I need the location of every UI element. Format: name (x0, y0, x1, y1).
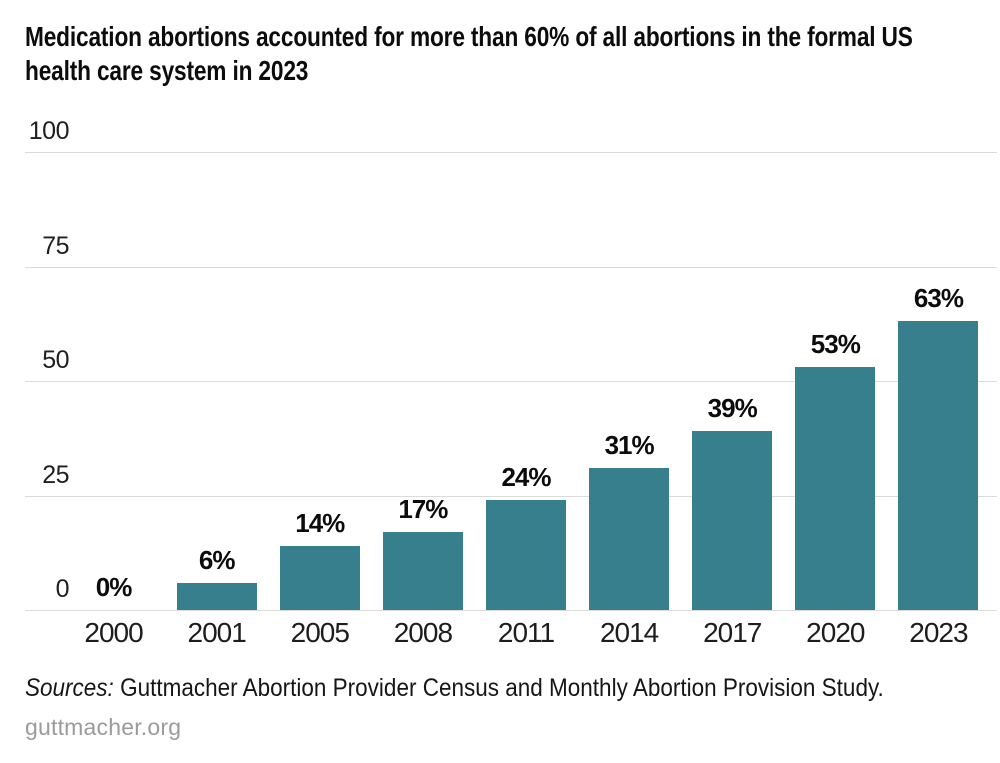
bar-value-label: 53% (810, 329, 861, 360)
y-axis-tick-0: 0 (55, 575, 70, 603)
gridline-25: 25 (25, 461, 997, 497)
sources-label: Sources: (25, 674, 114, 702)
bar-value-label: 24% (501, 462, 551, 493)
bar-column-2017: 39% (681, 152, 784, 610)
bar-2023 (898, 321, 979, 610)
bar-column-2020: 53% (784, 152, 887, 610)
y-axis-tick-25: 25 (42, 460, 69, 489)
bar-column-2014: 31% (578, 152, 681, 610)
bar-2008 (382, 532, 463, 610)
bar-column-2001: 6% (165, 152, 268, 610)
x-axis-label-2020: 2020 (806, 617, 865, 648)
x-axis-label-2011: 2011 (497, 617, 555, 648)
x-axis-label-2014: 2014 (599, 617, 659, 648)
bar-column-2000: 0% (62, 152, 165, 610)
x-axis: 2000 2001 2005 2008 2011 2014 2017 2020 … (62, 617, 990, 649)
bar-column-2008: 17% (371, 152, 474, 610)
bar-2014 (589, 468, 670, 610)
x-axis-label-2017: 2017 (703, 617, 762, 648)
bars-container: 0% 6% 14% 17% 24% 31% (62, 152, 990, 610)
bar-2005 (279, 545, 360, 610)
bar-value-label: 14% (295, 507, 345, 538)
x-axis-label-2023: 2023 (909, 617, 968, 648)
y-axis-tick-50: 50 (42, 346, 69, 374)
sources-note: Sources: Guttmacher Abortion Provider Ce… (25, 674, 884, 703)
gridline-100: 100 (25, 117, 997, 153)
y-axis-tick-75: 75 (42, 231, 69, 260)
bar-chart-plot-area: 100 75 50 25 0 0% 6% 14% (25, 117, 997, 611)
site-footer: guttmacher.org (25, 714, 182, 740)
bar-value-label: 63% (913, 283, 964, 314)
chart-title: Medication abortions accounted for more … (25, 21, 913, 86)
bar-column-2011: 24% (474, 152, 577, 610)
bar-value-label: 31% (604, 430, 655, 461)
bar-2017 (692, 431, 773, 610)
y-axis-tick-100: 100 (28, 117, 70, 145)
bar-value-label: 6% (198, 544, 236, 575)
bar-column-2023: 63% (887, 152, 990, 610)
bar-value-label: 39% (707, 393, 758, 424)
gridline-0-baseline: 0 (25, 575, 997, 611)
bar-2001 (176, 582, 257, 610)
sources-text: Guttmacher Abortion Provider Census and … (120, 674, 884, 702)
gridline-50: 50 (25, 346, 997, 382)
x-axis-label-2008: 2008 (393, 617, 453, 648)
gridline-75: 75 (25, 232, 997, 268)
x-axis-label-2001: 2001 (187, 617, 247, 648)
bar-2011 (485, 500, 566, 610)
bar-2020 (795, 367, 876, 610)
x-axis-label-2005: 2005 (290, 617, 350, 648)
bar-column-2005: 14% (268, 152, 371, 610)
bar-value-label: 17% (398, 494, 448, 525)
bar-value-label: 0% (95, 572, 133, 602)
x-axis-label-2000: 2000 (84, 617, 143, 648)
